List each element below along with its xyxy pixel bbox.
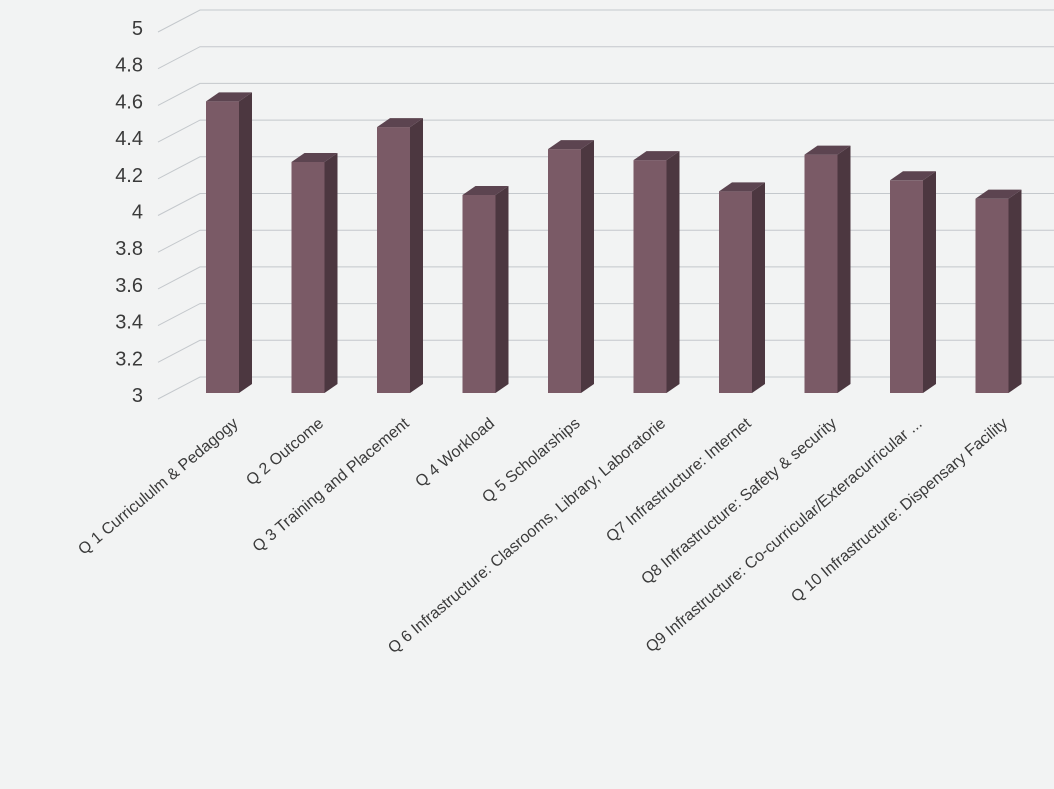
gridline	[157, 303, 1054, 327]
gridline	[157, 339, 1054, 363]
bar	[291, 152, 338, 393]
x-tick-label: Q 1 Curricululm & Pedagogy	[75, 415, 241, 558]
gridline	[157, 376, 1054, 400]
gridline	[157, 46, 1054, 70]
gridline	[157, 229, 1054, 253]
y-tick-label: 5	[132, 18, 143, 40]
gridlines	[157, 9, 1054, 400]
y-tick-label: 4.4	[115, 128, 143, 150]
x-tick-label: Q 3 Training and Placement	[250, 415, 413, 556]
y-tick-label: 3	[132, 385, 143, 407]
x-tick-label: Q 2 Outcome	[243, 415, 327, 489]
gridline	[157, 119, 1054, 143]
gridline	[157, 266, 1054, 290]
bar	[719, 182, 765, 393]
y-tick-label: 4.2	[115, 165, 143, 187]
gridline	[157, 9, 1054, 33]
x-tick-label: Q 4 Workload	[412, 415, 498, 491]
gridline	[157, 193, 1054, 216]
bar	[890, 171, 936, 393]
x-tick-label: Q7 Infrastructure: Internet	[603, 415, 755, 546]
y-tick-label: 4.6	[115, 91, 143, 113]
y-tick-label: 3.8	[115, 238, 143, 260]
y-tick-label: 4.8	[115, 55, 143, 77]
y-axis-ticks: 3 3.2 3.4 3.6 3.8 4 4.2 4.4 4.6 4.8 5	[115, 18, 143, 407]
y-tick-label: 3.6	[115, 275, 143, 297]
gridline	[157, 82, 1054, 106]
bar	[804, 145, 851, 393]
bar	[377, 118, 423, 393]
bars	[206, 92, 1022, 394]
bar	[462, 185, 509, 393]
y-tick-label: 4	[132, 202, 143, 224]
y-tick-label: 3.4	[115, 312, 143, 334]
x-tick-label: Q 6 Infrastructure: Clasrooms, Library, …	[385, 415, 669, 657]
bar	[975, 189, 1022, 393]
gridline	[157, 156, 1054, 180]
bar	[206, 92, 252, 394]
bar	[633, 151, 680, 393]
y-tick-label: 3.2	[115, 348, 143, 370]
bar	[548, 140, 594, 393]
